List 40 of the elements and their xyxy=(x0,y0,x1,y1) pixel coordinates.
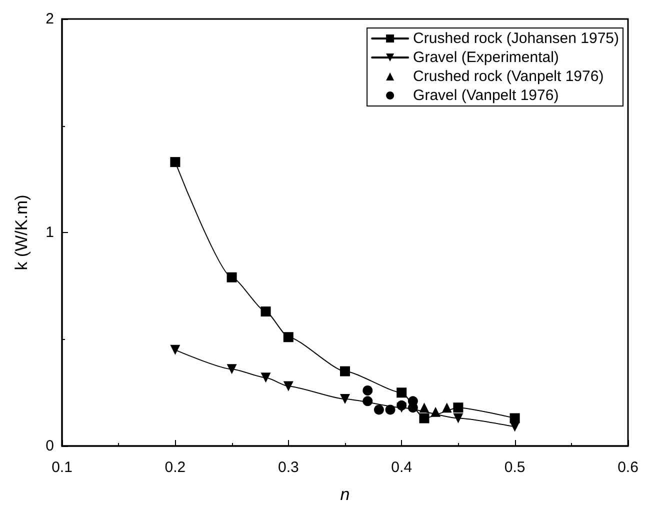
x-tick-label: 0.5 xyxy=(504,459,526,476)
y-tick-label: 0 xyxy=(46,438,54,454)
point xyxy=(396,400,407,410)
point xyxy=(260,306,271,316)
x-tick-label: 0.3 xyxy=(278,459,299,476)
point xyxy=(430,406,441,417)
y-tick-label: 2 xyxy=(46,10,54,28)
point xyxy=(362,396,373,406)
legend-label: Gravel (Vanpelt 1976) xyxy=(413,87,559,104)
x-tick-label: 0.2 xyxy=(164,459,186,476)
point xyxy=(283,332,294,342)
point xyxy=(385,404,396,415)
point xyxy=(510,422,520,432)
point xyxy=(419,402,430,413)
point xyxy=(419,413,430,424)
point xyxy=(226,364,237,374)
legend-label: Gravel (Experimental) xyxy=(413,49,559,66)
x-tick-label: 0.4 xyxy=(391,459,412,476)
point xyxy=(453,413,464,424)
point xyxy=(340,394,350,404)
point xyxy=(283,381,294,392)
legend-label: Crushed rock (Vanpelt 1976) xyxy=(413,68,604,85)
point xyxy=(374,404,384,415)
x-tick-label: 0.1 xyxy=(52,459,72,476)
point xyxy=(396,388,407,398)
point xyxy=(453,402,464,413)
x-axis-title: n xyxy=(340,485,350,504)
point xyxy=(442,402,452,413)
point xyxy=(362,385,373,396)
point xyxy=(226,272,237,282)
legend-label: Crushed rock (Johansen 1975) xyxy=(413,30,620,47)
point xyxy=(340,366,350,376)
point xyxy=(170,344,180,355)
y-axis-title: k (W/K.m) xyxy=(12,194,31,270)
point xyxy=(510,413,520,424)
point xyxy=(170,157,180,168)
y-tick-label: 1 xyxy=(46,224,54,241)
point xyxy=(260,372,271,383)
point xyxy=(408,402,418,413)
x-tick-label: 0.6 xyxy=(618,459,638,476)
